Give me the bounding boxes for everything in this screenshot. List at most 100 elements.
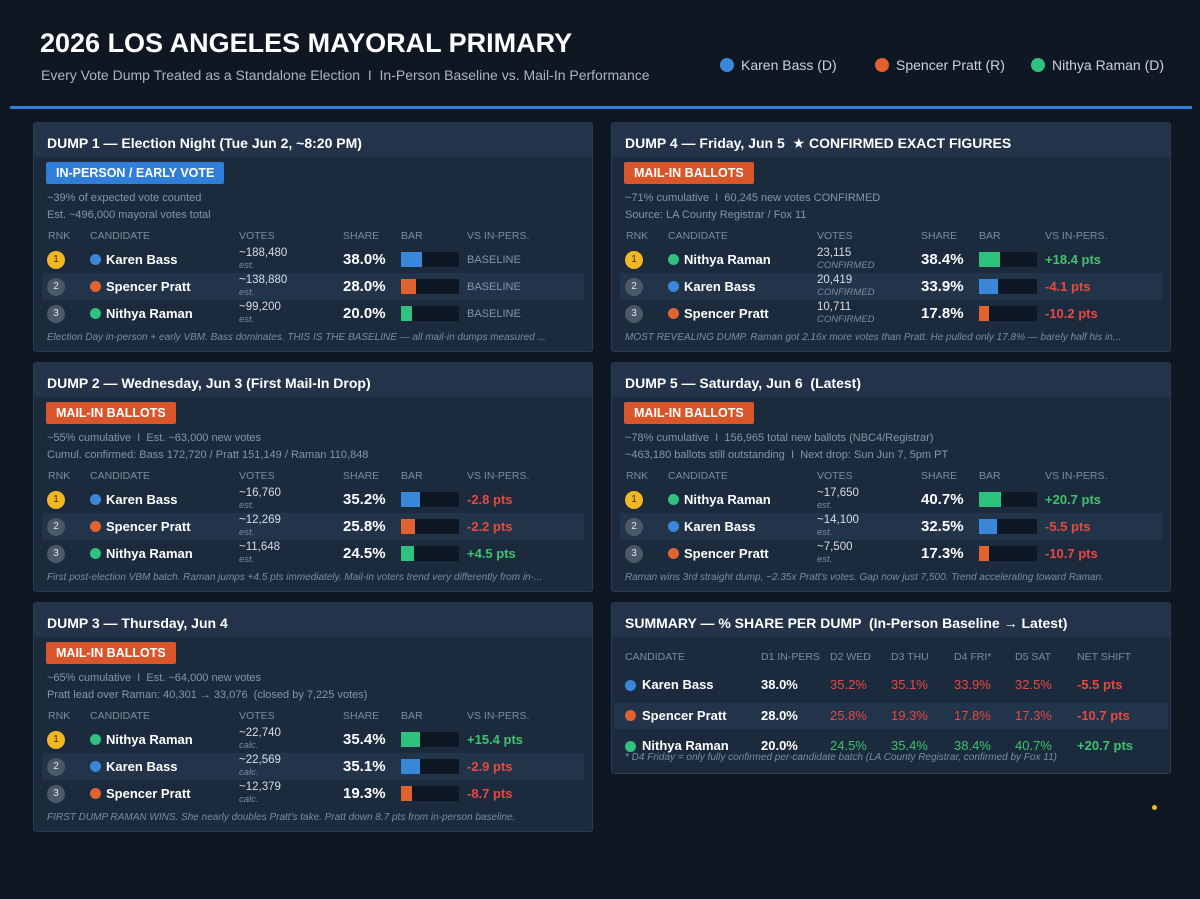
bar xyxy=(979,519,997,534)
legend-item: Spencer Pratt (R) xyxy=(875,57,1005,73)
votes: ~138,880 xyxy=(239,274,288,286)
note: ~463,180 ballots still outstanding I Nex… xyxy=(625,449,949,461)
candidate-dot xyxy=(668,548,679,559)
candidate-dot xyxy=(90,521,101,532)
bar xyxy=(979,279,998,294)
candidate-name: Nithya Raman xyxy=(642,738,729,753)
votes: ~17,650 xyxy=(817,487,859,499)
column-header: BAR xyxy=(979,230,1001,242)
candidate-dot xyxy=(90,734,101,745)
candidate-dot xyxy=(668,521,679,532)
votes: ~12,379 xyxy=(239,781,281,793)
candidate-name: Karen Bass xyxy=(684,518,756,534)
legend-swatch xyxy=(720,58,734,72)
share: 32.5% xyxy=(921,517,964,535)
column-header: VS IN-PERS. xyxy=(467,230,530,242)
vs-baseline: +20.7 pts xyxy=(1045,491,1102,507)
column-header: CANDIDATE xyxy=(625,651,685,663)
bar-track xyxy=(979,492,1037,507)
share-cell: 24.5% xyxy=(830,738,867,753)
candidate-name: Karen Bass xyxy=(642,677,714,692)
card-title: DUMP 3 — Thursday, Jun 4 xyxy=(47,615,228,631)
table-row xyxy=(620,273,1162,300)
note: ~78% cumulative I 156,965 total new ball… xyxy=(625,432,934,444)
footnote: * D4 Friday = only fully confirmed per-c… xyxy=(625,752,1057,763)
card-title: DUMP 1 — Election Night (Tue Jun 2, ~8:2… xyxy=(47,135,362,151)
vs-baseline: -2.9 pts xyxy=(467,758,513,774)
net-shift: -5.5 pts xyxy=(1077,677,1123,692)
note: ~71% cumulative I 60,245 new votes CONFI… xyxy=(625,192,881,204)
vs-baseline: BASELINE xyxy=(467,307,521,320)
votes-note: est. xyxy=(817,500,833,511)
table-row xyxy=(42,753,584,780)
column-header: SHARE xyxy=(343,710,380,722)
share-cell: 40.7% xyxy=(1015,738,1052,753)
summary-card: SUMMARY — % SHARE PER DUMP (In-Person Ba… xyxy=(611,602,1171,774)
card-header-bg xyxy=(34,123,592,157)
share: 35.1% xyxy=(343,757,386,775)
column-header: RNK xyxy=(48,710,71,722)
card-title: DUMP 2 — Wednesday, Jun 3 (First Mail-In… xyxy=(47,375,371,391)
votes-note: est. xyxy=(817,527,833,538)
vs-baseline: -10.2 pts xyxy=(1045,305,1098,321)
header-rule xyxy=(10,106,1192,109)
legend-swatch xyxy=(1031,58,1045,72)
votes: ~7,500 xyxy=(817,541,853,553)
votes-note: est. xyxy=(239,554,255,565)
rank-badge: 1 xyxy=(625,490,643,509)
vs-baseline: BASELINE xyxy=(467,253,521,266)
candidate-dot xyxy=(668,494,679,505)
column-header: SHARE xyxy=(343,470,380,482)
note: ~55% cumulative I Est. ~63,000 new votes xyxy=(47,432,262,444)
candidate-name: Spencer Pratt xyxy=(106,278,191,294)
share-cell: 35.2% xyxy=(830,677,867,692)
share: 33.9% xyxy=(921,277,964,295)
candidate-name: Karen Bass xyxy=(684,278,756,294)
decor-dot xyxy=(1152,805,1157,810)
column-header: SHARE xyxy=(343,230,380,242)
candidate-dot xyxy=(90,761,101,772)
dump-card: DUMP 5 — Saturday, Jun 6 (Latest) MAIL-IN… xyxy=(611,362,1171,592)
candidate-dot xyxy=(668,308,679,319)
share: 40.7% xyxy=(921,490,964,508)
column-header: BAR xyxy=(979,470,1001,482)
column-header: D4 FRI* xyxy=(954,651,992,663)
votes-note: est. xyxy=(239,314,255,325)
votes-note: est. xyxy=(817,554,833,565)
candidate-name: Karen Bass xyxy=(106,758,178,774)
share-cell: 28.0% xyxy=(761,707,798,723)
page-title: 2026 LOS ANGELES MAYORAL PRIMARY xyxy=(40,28,573,58)
bar-track xyxy=(401,306,459,321)
column-header: D3 THU xyxy=(891,651,929,663)
share: 19.3% xyxy=(343,784,386,802)
candidate-dot xyxy=(90,281,101,292)
column-header: VOTES xyxy=(817,230,853,242)
share: 35.4% xyxy=(343,730,386,748)
column-header: VS IN-PERS. xyxy=(467,710,530,722)
votes: 23,115 xyxy=(817,247,852,259)
footnote: FIRST DUMP RAMAN WINS. She nearly double… xyxy=(47,812,516,823)
candidate-name: Spencer Pratt xyxy=(684,545,769,561)
votes: ~99,200 xyxy=(239,301,281,313)
rank-badge: 1 xyxy=(47,730,65,749)
vs-baseline: +18.4 pts xyxy=(1045,251,1102,267)
share-cell: 20.0% xyxy=(761,738,798,753)
note: Cumul. confirmed: Bass 172,720 / Pratt 1… xyxy=(47,449,369,461)
share: 17.8% xyxy=(921,304,964,322)
candidate-name: Nithya Raman xyxy=(106,305,193,321)
bar-track xyxy=(979,279,1037,294)
column-header: BAR xyxy=(401,470,423,482)
note: Est. ~496,000 mayoral votes total xyxy=(47,209,211,221)
votes-note: est. xyxy=(239,287,255,298)
card-header-bg xyxy=(612,603,1170,637)
candidate-dot xyxy=(625,710,636,721)
bar-track xyxy=(401,252,459,267)
share-cell: 25.8% xyxy=(830,707,867,723)
votes: 10,711 xyxy=(817,301,852,313)
rank-badge: 2 xyxy=(625,277,643,296)
column-header: VS IN-PERS. xyxy=(1045,230,1108,242)
bar-track xyxy=(979,306,1037,321)
rank-badge: 2 xyxy=(625,517,643,536)
bar-track xyxy=(979,519,1037,534)
votes-note: est. xyxy=(239,260,255,271)
